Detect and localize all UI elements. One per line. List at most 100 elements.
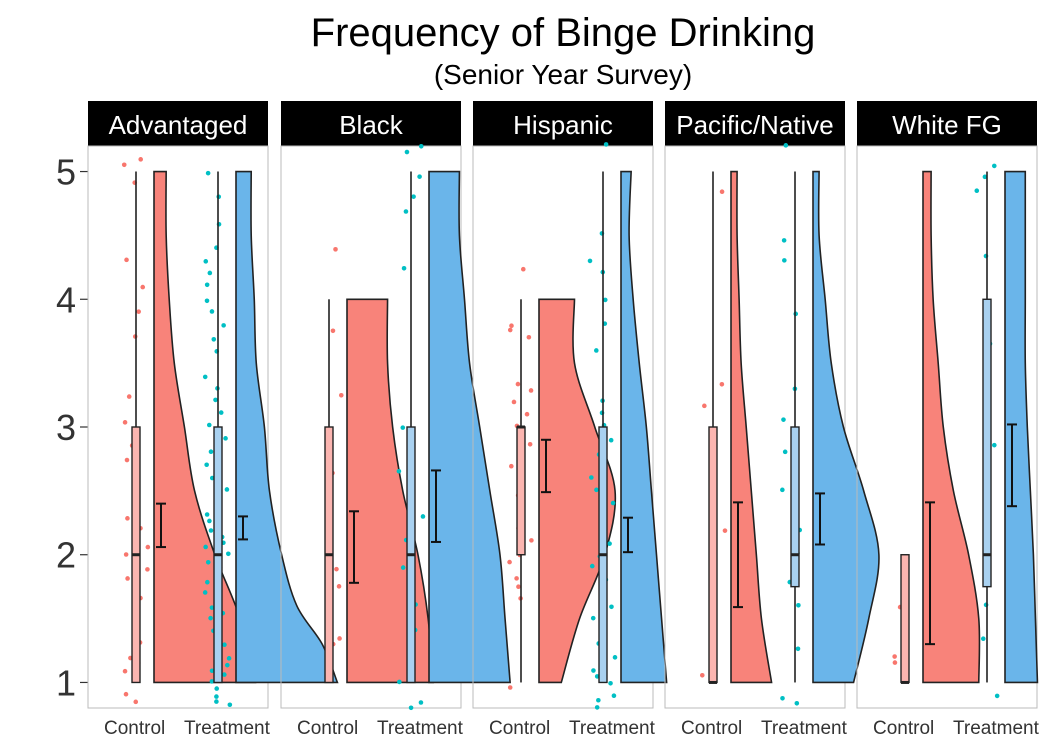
data-point — [400, 565, 406, 570]
data-point — [204, 298, 210, 304]
facet-panel: Advantaged Control Treatment — [87, 101, 339, 739]
data-point — [396, 468, 402, 474]
data-point — [122, 420, 128, 425]
data-point — [140, 284, 146, 290]
facet-strip — [281, 101, 461, 146]
series-treatment — [202, 170, 339, 708]
data-point — [596, 697, 601, 703]
data-point — [781, 238, 787, 243]
y-tick-label: 2 — [56, 535, 76, 576]
y-tick-label: 1 — [56, 662, 76, 703]
data-point — [125, 576, 130, 581]
data-point — [610, 500, 616, 506]
data-point — [202, 374, 208, 380]
panel-border — [472, 145, 654, 709]
data-point — [123, 691, 129, 697]
data-point — [208, 615, 213, 621]
data-point — [209, 668, 215, 674]
data-point — [333, 247, 338, 252]
data-point — [418, 143, 424, 149]
data-point — [122, 668, 128, 674]
density-cloud — [538, 298, 617, 684]
data-point — [203, 259, 209, 264]
x-tick-label-control: Control — [297, 718, 358, 739]
data-point — [417, 174, 422, 179]
facet-strip — [857, 101, 1037, 146]
x-tick-label-control: Control — [873, 718, 934, 739]
data-point — [603, 142, 609, 147]
data-point — [524, 411, 530, 417]
data-point — [611, 693, 617, 699]
data-point — [207, 270, 213, 276]
density-cloud — [620, 170, 668, 684]
y-axis: 1 2 3 4 5 — [56, 152, 88, 703]
data-point — [527, 441, 533, 447]
box-iqr — [790, 426, 800, 588]
data-point — [221, 323, 226, 328]
data-point — [418, 700, 424, 705]
data-point — [980, 636, 986, 642]
data-point — [992, 442, 997, 448]
data-point — [507, 327, 513, 333]
data-point — [123, 552, 129, 557]
y-tick-label: 3 — [56, 407, 76, 448]
facet-strip-label: Black — [339, 110, 404, 140]
data-point — [591, 668, 596, 673]
data-point — [781, 417, 786, 422]
data-point — [214, 699, 219, 704]
data-point — [892, 654, 897, 659]
data-point — [224, 487, 230, 492]
data-point — [124, 257, 129, 263]
facet-strip-label: Hispanic — [513, 110, 613, 140]
box-iqr — [982, 298, 992, 588]
data-point — [136, 309, 141, 314]
series-control — [892, 170, 981, 684]
data-point — [208, 449, 214, 455]
data-point — [133, 699, 139, 705]
density-cloud — [1004, 170, 1039, 684]
data-point — [594, 705, 600, 710]
data-point — [589, 563, 595, 569]
data-point — [400, 425, 406, 430]
density-cloud — [922, 170, 981, 684]
data-point — [209, 679, 215, 684]
data-point — [336, 584, 342, 589]
data-point — [782, 449, 788, 455]
data-point — [612, 655, 618, 660]
facet-strip-label: Advantaged — [109, 110, 248, 140]
box-iqr — [516, 426, 526, 556]
box-iqr — [708, 426, 718, 684]
density-cloud — [346, 298, 435, 684]
x-tick-label-treatment: Treatment — [569, 718, 656, 739]
chart-subtitle: (Senior Year Survey) — [434, 59, 692, 90]
data-point — [214, 686, 220, 691]
data-point — [214, 694, 219, 699]
data-point — [403, 209, 409, 214]
data-point — [982, 174, 988, 180]
data-point — [722, 528, 728, 533]
data-point — [145, 567, 150, 572]
series-treatment — [396, 143, 511, 711]
x-tick-label-treatment: Treatment — [953, 718, 1040, 739]
box-iqr — [900, 554, 910, 684]
data-point — [702, 403, 707, 409]
data-point — [994, 693, 1000, 699]
data-point — [203, 544, 208, 550]
data-point — [226, 656, 232, 661]
data-point — [589, 475, 594, 480]
data-point — [974, 188, 980, 193]
facet-panel: Pacific/Native Control Treatment — [664, 101, 880, 739]
data-point — [719, 189, 725, 195]
data-point — [125, 516, 130, 521]
density-cloud — [235, 170, 339, 684]
series-control — [699, 170, 773, 684]
data-point — [138, 157, 144, 162]
data-point — [209, 605, 215, 610]
data-point — [208, 528, 214, 533]
panels: Advantaged Control Treatment Black Control Tr… — [87, 101, 1040, 739]
data-point — [511, 399, 517, 405]
data-point — [225, 662, 230, 668]
data-point — [782, 258, 787, 263]
